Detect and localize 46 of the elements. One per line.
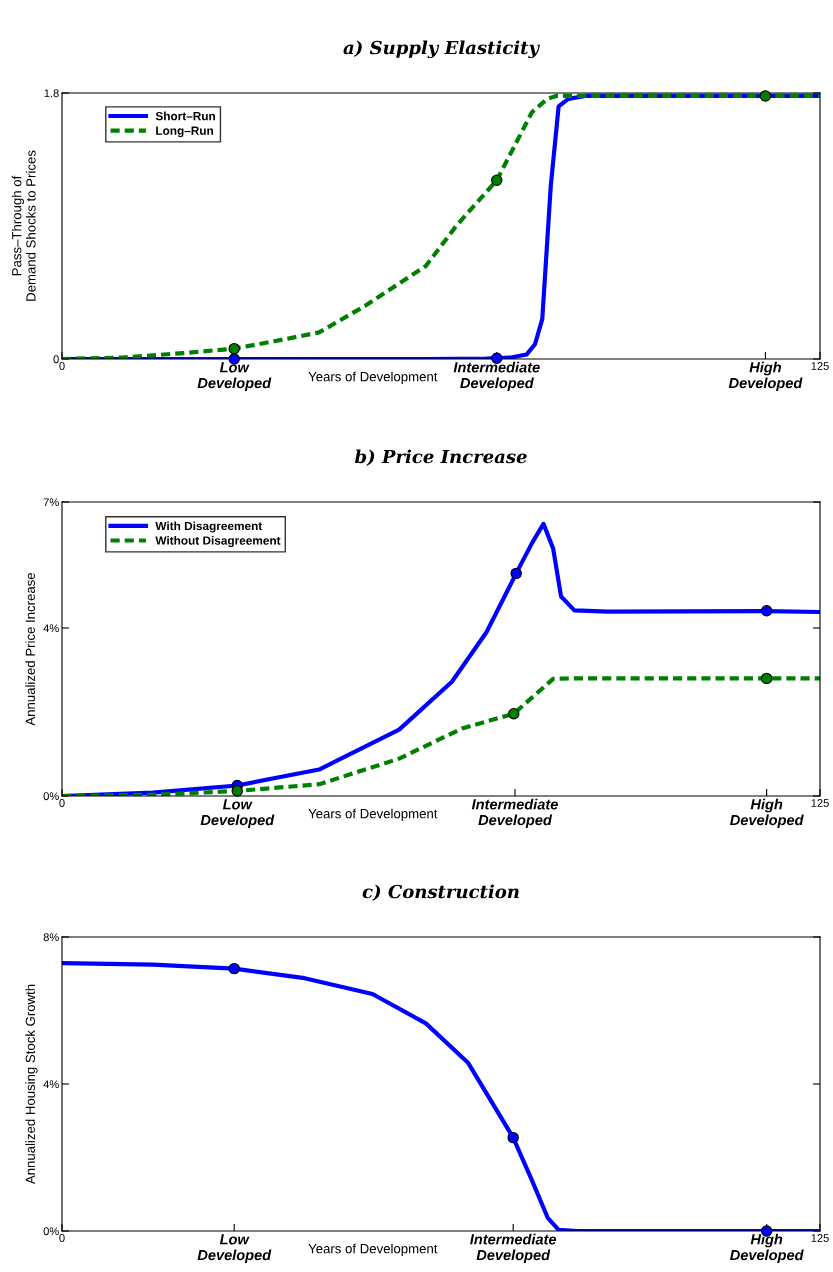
x-axis-title: Years of Development <box>308 808 438 821</box>
y-tick-label: 0 <box>53 355 59 364</box>
point <box>228 342 240 355</box>
y-axis-title: Annualized Price Increase <box>25 572 35 726</box>
x-tick-label: High Developed <box>730 1233 804 1264</box>
y-tick-label: 7% <box>43 498 59 507</box>
point <box>759 90 772 102</box>
y-tick-label: 4% <box>43 1080 59 1089</box>
x-tick-label: 125 <box>811 1234 829 1242</box>
x-tick-label: 0 <box>59 799 65 807</box>
y-tick-label: 4% <box>43 624 59 633</box>
chart-title: c) Construction <box>362 884 519 901</box>
legend-label: With Disagreement <box>155 521 263 533</box>
legend-label: Without Disagreement <box>155 536 281 548</box>
x-tick-label: Low Developed <box>200 799 275 829</box>
point <box>510 567 522 580</box>
chart-title: a) Supply Elasticity <box>343 40 541 59</box>
x-axis-title: Years of Development <box>308 1243 438 1256</box>
x-tick-label: High Developed <box>728 361 803 392</box>
x-tick-label: Intermediate Developed <box>453 361 540 392</box>
legend-label: Short–Run <box>155 111 215 121</box>
y-axis-title: Pass–Through of Demand Shocks to Prices <box>11 150 36 301</box>
x-tick-label: High Developed <box>730 798 804 829</box>
y-tick-label: 1.8 <box>44 89 59 98</box>
legend-label: Long–Run <box>156 126 214 138</box>
x-tick-label: Intermediate Developed <box>471 798 558 829</box>
chart-title: b) Price Increase <box>354 449 527 466</box>
point <box>760 605 773 617</box>
point <box>228 962 240 975</box>
point <box>760 672 773 685</box>
x-tick-label: 0 <box>59 362 65 370</box>
y-axis-title: Annualized Housing Stock Growth <box>25 984 38 1185</box>
point <box>508 707 520 720</box>
x-tick-label: Low Developed <box>197 1234 272 1264</box>
y-tick-label: 0% <box>43 1227 59 1236</box>
x-tick-label: 0 <box>59 1234 65 1242</box>
point <box>491 174 503 186</box>
point <box>507 1131 519 1144</box>
x-tick-label: Low Developed <box>197 362 272 392</box>
point <box>231 785 243 797</box>
y-tick-label: 8% <box>43 933 59 942</box>
x-axis-title: Years of Development <box>308 371 438 384</box>
x-tick-label: Intermediate Developed <box>470 1233 557 1264</box>
y-tick-label: 0% <box>43 792 59 801</box>
x-tick-label: 125 <box>811 362 829 370</box>
x-tick-label: 125 <box>811 799 829 807</box>
